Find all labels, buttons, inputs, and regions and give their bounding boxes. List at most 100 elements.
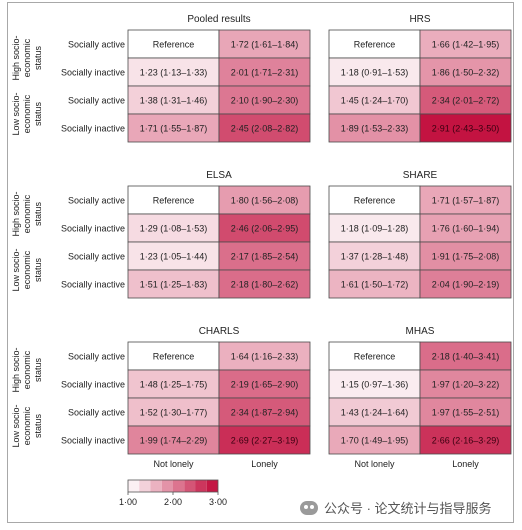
colorbar-swatch — [206, 480, 218, 492]
cell-label: 1·71 (1·57–1·87) — [432, 196, 500, 206]
cell-label: 1·23 (1·05–1·44) — [140, 252, 208, 262]
cell-label: 1·86 (1·50–2·32) — [432, 68, 500, 78]
cell-label: 2·17 (1·85–2·54) — [231, 252, 299, 262]
row-label: Socially inactive — [61, 280, 125, 290]
cell-label: 1·66 (1·42–1·95) — [432, 40, 500, 50]
cell-label: 1·97 (1·55–2·51) — [432, 408, 500, 418]
cell-label: 1·64 (1·16–2·33) — [231, 352, 299, 362]
heatmap-cell — [218, 57, 311, 87]
watermark: 公众号 · 论文统计与指导服务 — [300, 498, 492, 517]
column-label: Not lonely — [153, 459, 194, 469]
cell-label: Reference — [153, 196, 195, 206]
heatmap-cell — [218, 113, 311, 143]
heatmap-cell — [127, 425, 220, 455]
cell-label: 2·01 (1·71–2·31) — [231, 68, 299, 78]
colorbar-swatch — [128, 480, 140, 492]
cell-label: 2·45 (2·08–2·82) — [231, 124, 299, 134]
row-label: Socially inactive — [61, 68, 125, 78]
heatmap-cell — [419, 241, 512, 271]
row-group-label: High socio- — [11, 191, 21, 236]
heatmap-cell — [218, 29, 311, 59]
heatmap-cell — [328, 425, 421, 455]
row-group-label: Low socio- — [11, 248, 21, 291]
row-group-label: Low socio- — [11, 92, 21, 135]
row-label: Socially inactive — [61, 436, 125, 446]
cell-label: Reference — [354, 40, 396, 50]
row-group-label: status — [33, 45, 43, 70]
cell-label: 1·80 (1·56–2·08) — [231, 196, 299, 206]
colorbar-swatch — [173, 480, 185, 492]
heatmap-cell — [328, 341, 421, 371]
cell-label: 1·99 (1·74–2·29) — [140, 436, 208, 446]
colorbar-swatch — [184, 480, 196, 492]
cell-label: 2·18 (1·80–2·62) — [231, 280, 299, 290]
heatmap-cell — [419, 397, 512, 427]
row-group-label: status — [33, 357, 43, 382]
heatmap-cell — [328, 269, 421, 299]
colorbar-tick-label: 1·00 — [119, 497, 137, 507]
cell-label: Reference — [153, 352, 195, 362]
cell-label: 1·70 (1·49–1·95) — [341, 436, 409, 446]
cell-label: 1·43 (1·24–1·64) — [341, 408, 409, 418]
column-label: Not lonely — [354, 459, 395, 469]
heatmap-cell — [419, 341, 512, 371]
cell-label: 1·23 (1·13–1·33) — [140, 68, 208, 78]
cell-label: 1·52 (1·30–1·77) — [140, 408, 208, 418]
heatmap-cell — [127, 369, 220, 399]
row-group-label: economic — [22, 94, 32, 133]
cell-label: 2·19 (1·65–2·90) — [231, 380, 299, 390]
column-label: Lonely — [452, 459, 479, 469]
colorbar-tick-label: 3·00 — [209, 497, 227, 507]
row-label: Socially active — [68, 252, 125, 262]
cell-label: 2·34 (1·87–2·94) — [231, 408, 299, 418]
heatmap-cell — [328, 213, 421, 243]
panel-title: CHARLS — [199, 326, 240, 337]
heatmap-cell — [328, 57, 421, 87]
row-group-label: status — [33, 257, 43, 282]
row-label: Socially inactive — [61, 380, 125, 390]
row-group-label: economic — [22, 38, 32, 77]
wechat-icon — [300, 500, 318, 515]
colorbar-swatch — [139, 480, 151, 492]
heatmap-cell — [218, 213, 311, 243]
cell-label: 2·34 (2·01–2·72) — [432, 96, 500, 106]
cell-label: 1·89 (1·53–2·33) — [341, 124, 409, 134]
heatmap-cell — [127, 269, 220, 299]
cell-label: 1·72 (1·61–1·84) — [231, 40, 299, 50]
heatmap-cell — [127, 241, 220, 271]
cell-label: 2·10 (1·90–2·30) — [231, 96, 299, 106]
cell-label: 2·69 (2·27–3·19) — [231, 436, 299, 446]
panel-title: HRS — [409, 14, 430, 25]
row-group-label: Low socio- — [11, 404, 21, 447]
row-label: Socially inactive — [61, 224, 125, 234]
row-label: Socially inactive — [61, 124, 125, 134]
colorbar-swatch — [161, 480, 173, 492]
row-group-label: economic — [22, 194, 32, 233]
row-group-label: status — [33, 413, 43, 438]
cell-label: Reference — [153, 40, 195, 50]
row-group-label: status — [33, 201, 43, 226]
cell-label: 1·38 (1·31–1·46) — [140, 96, 208, 106]
panel-title: Pooled results — [187, 14, 250, 25]
cell-label: 1·48 (1·25–1·75) — [140, 380, 208, 390]
heatmap-cell — [127, 185, 220, 215]
cell-label: 1·97 (1·20–3·22) — [432, 380, 500, 390]
heatmap-cell — [419, 425, 512, 455]
row-group-label: High socio- — [11, 347, 21, 392]
cell-label: 1·61 (1·50–1·72) — [341, 280, 409, 290]
heatmap-cell — [419, 185, 512, 215]
row-group-label: High socio- — [11, 35, 21, 80]
cell-label: 1·18 (1·09–1·28) — [341, 224, 409, 234]
heatmap-cell — [328, 113, 421, 143]
heatmap-cell — [218, 397, 311, 427]
colorbar-swatch — [150, 480, 162, 492]
heatmap-cell — [419, 269, 512, 299]
heatmap-cell — [419, 369, 512, 399]
cell-label: 1·71 (1·55–1·87) — [140, 124, 208, 134]
row-label: Socially active — [68, 40, 125, 50]
cell-label: 2·04 (1·90–2·19) — [432, 280, 500, 290]
panel-title: ELSA — [206, 170, 232, 181]
cell-label: 1·29 (1·08–1·53) — [140, 224, 208, 234]
cell-label: Reference — [354, 352, 396, 362]
